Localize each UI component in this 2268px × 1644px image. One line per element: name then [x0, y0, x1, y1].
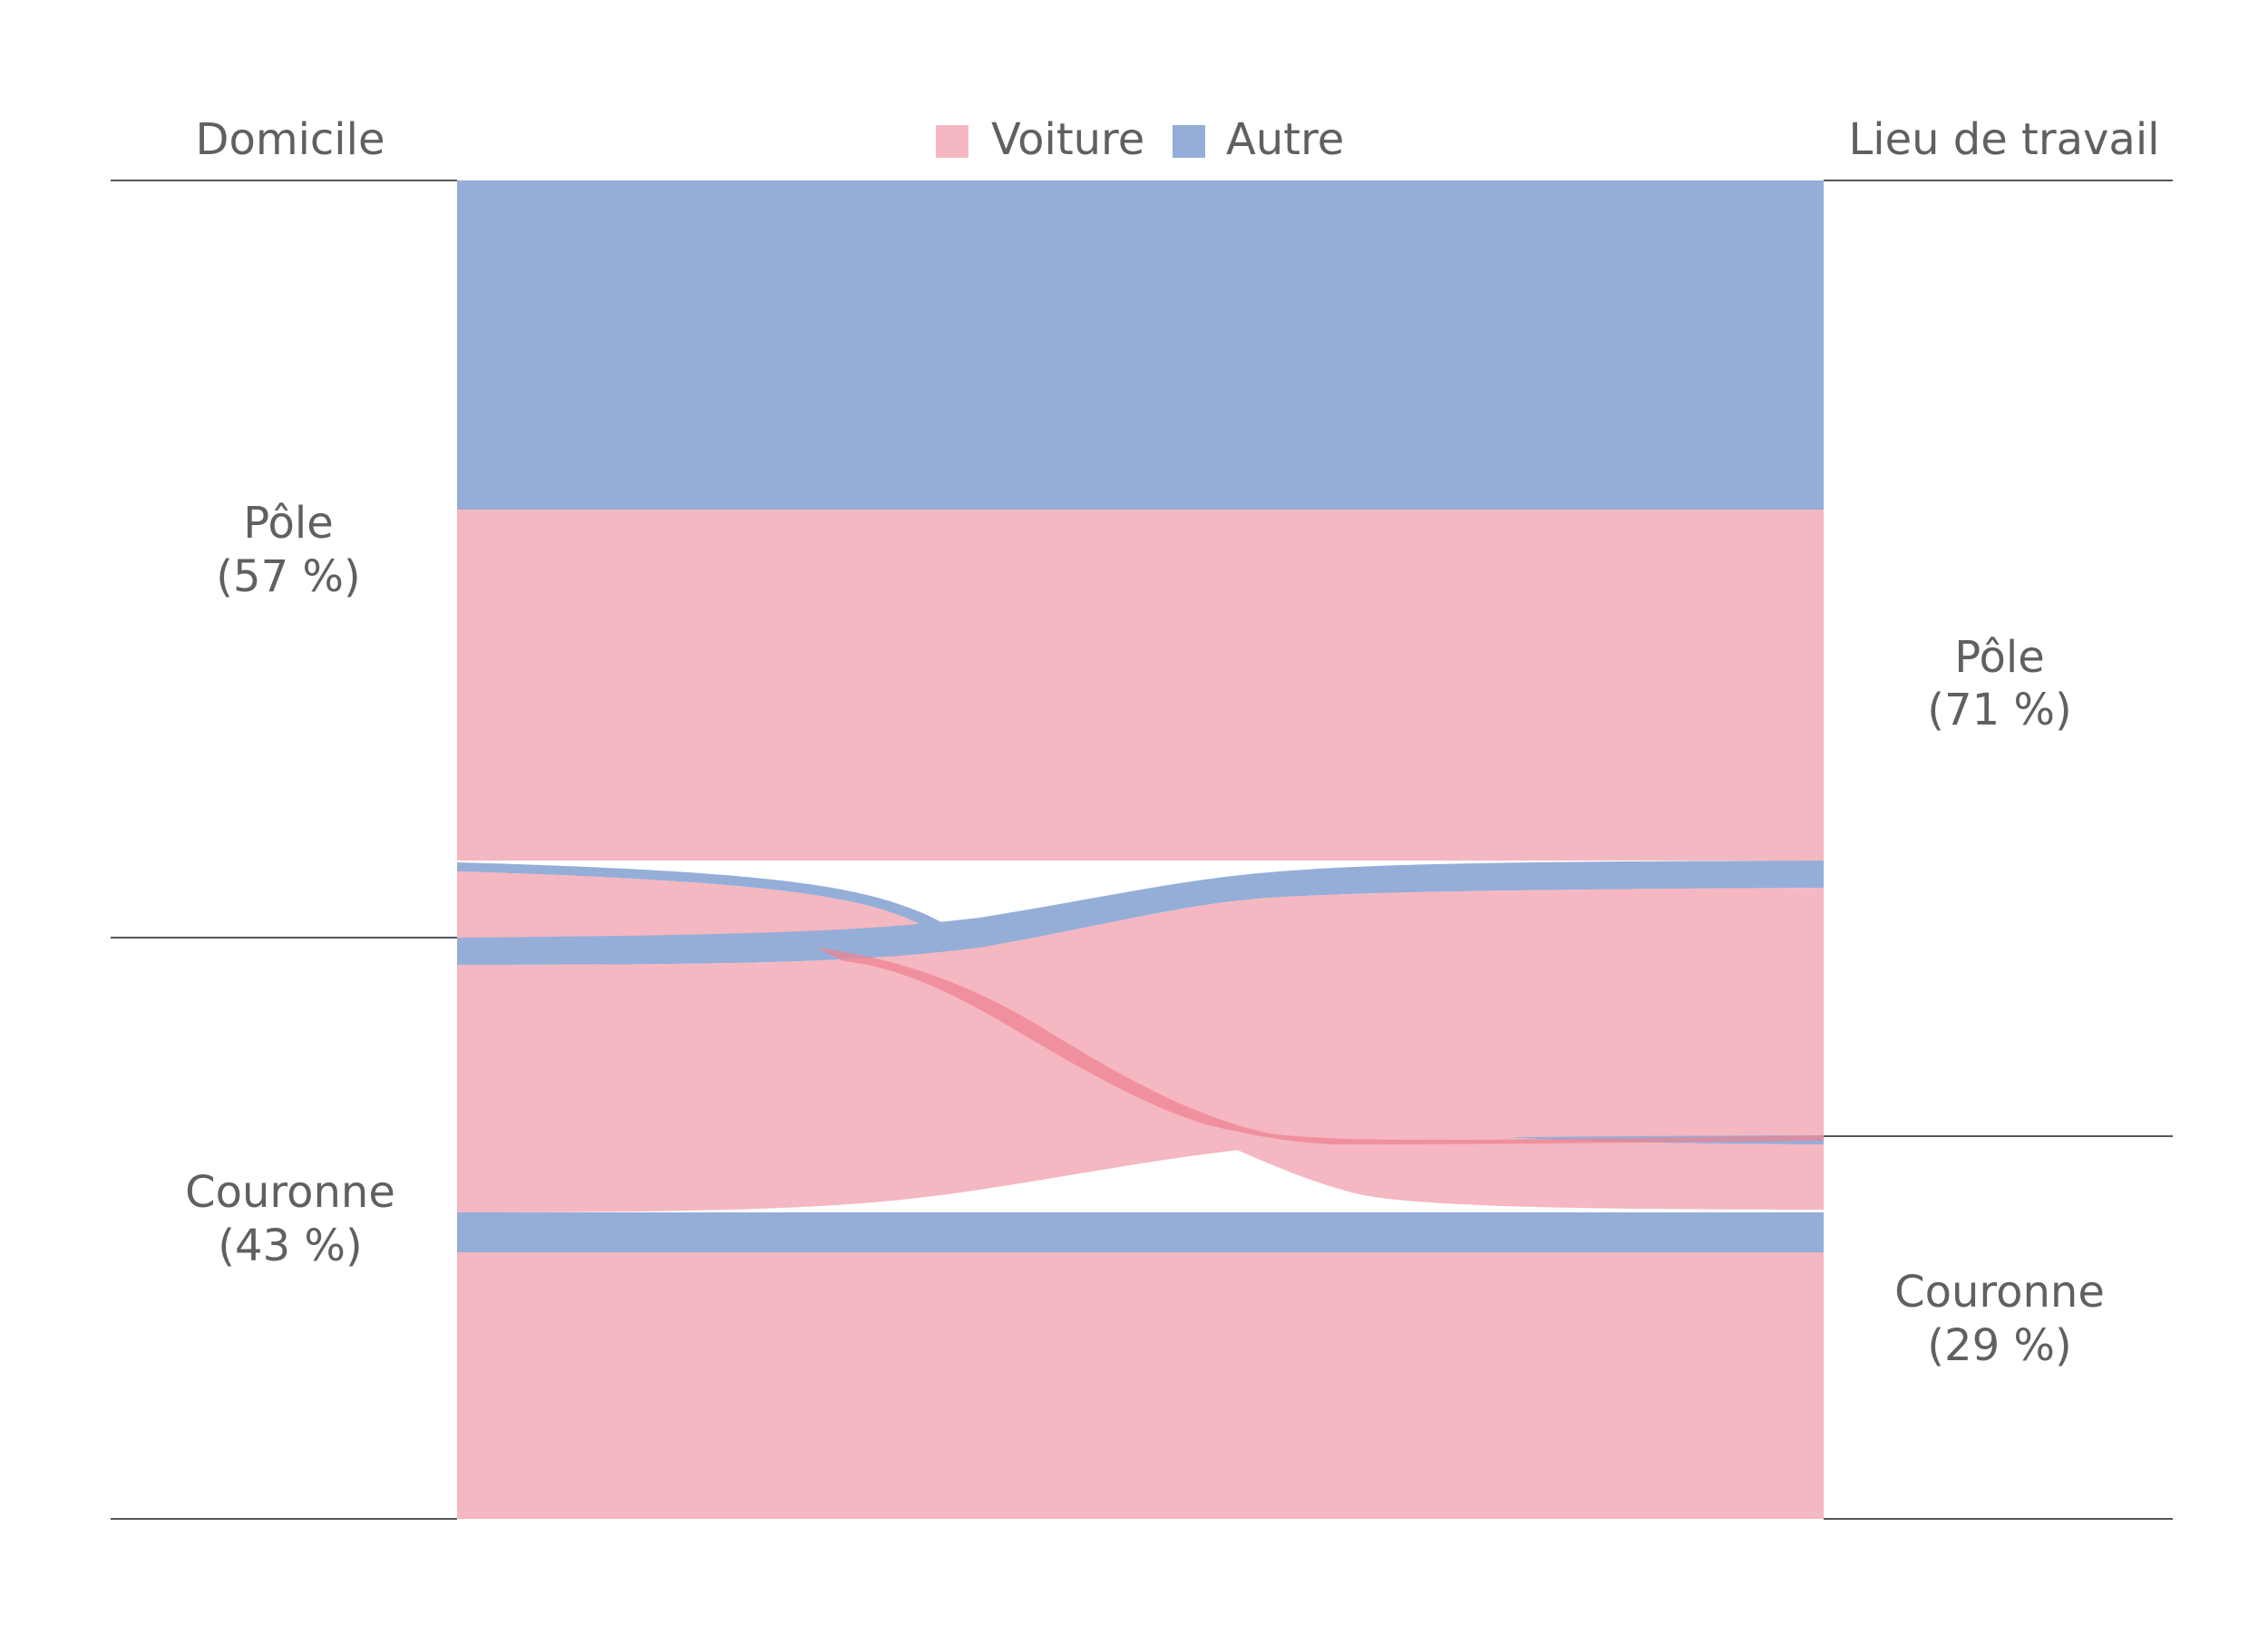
left-node-couronne-pct: (43 %): [218, 1221, 362, 1271]
right-node-couronne-name: Couronne: [1894, 1267, 2105, 1318]
flow-pole-pole-autre: [457, 180, 1824, 510]
header-domicile: Domicile: [195, 114, 384, 165]
left-node-pole-pct: (57 %): [216, 551, 360, 602]
header-lieu-de-travail: Lieu de travail: [1848, 114, 2159, 165]
right-node-pole-name: Pôle: [1954, 632, 2044, 683]
flow-couronne-couronne-autre: [457, 1212, 1824, 1252]
flow-pole-pole-voiture: [457, 510, 1824, 861]
flow-bands: [457, 180, 1824, 1519]
flow-couronne-pole-autre: [457, 861, 1824, 965]
legend-label-autre: Autre: [1226, 114, 1344, 165]
legend-swatch-voiture: [936, 125, 969, 158]
flow-couronne-pole-voiture: [457, 888, 1824, 1212]
left-node-pole-name: Pôle: [243, 498, 333, 549]
legend: Voiture Autre: [936, 114, 1344, 165]
left-node-couronne-name: Couronne: [185, 1167, 395, 1218]
flow-couronne-couronne-voiture: [457, 1252, 1824, 1519]
right-node-couronne-pct: (29 %): [1927, 1320, 2071, 1371]
axis-rules: [111, 180, 2173, 1520]
right-node-pole-pct: (71 %): [1927, 685, 2071, 735]
legend-swatch-autre: [1173, 125, 1205, 158]
legend-label-voiture: Voiture: [991, 114, 1144, 165]
